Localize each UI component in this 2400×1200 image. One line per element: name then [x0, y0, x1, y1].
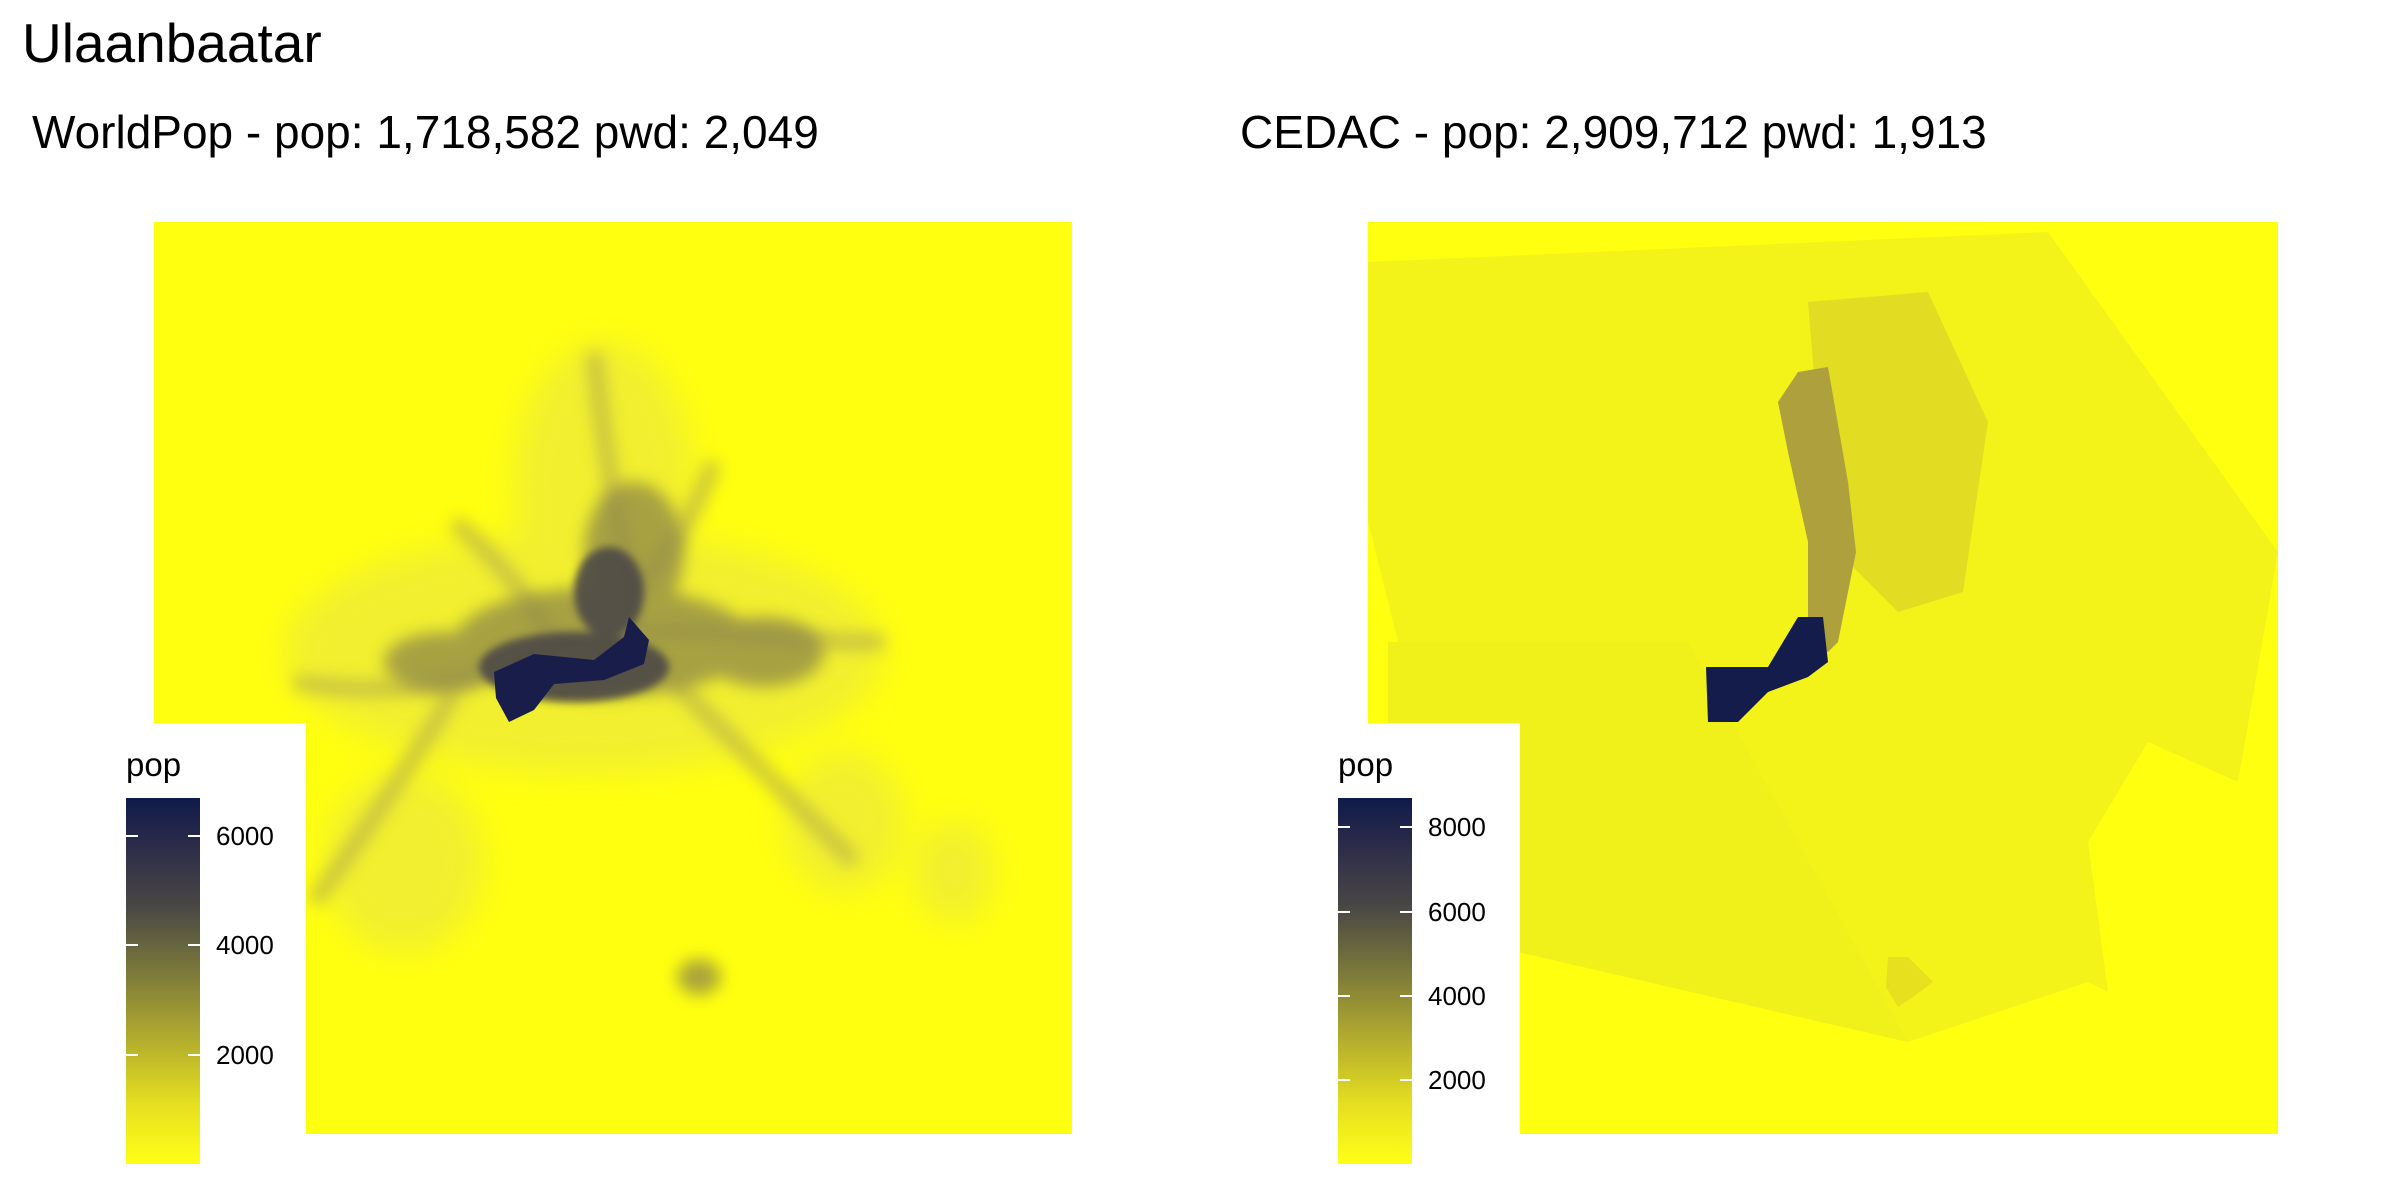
cedac-panel-title: CEDAC - pop: 2,909,712 pwd: 1,913	[1240, 106, 1987, 158]
legend-tick-mark	[126, 1053, 138, 1056]
legend-tick-mark	[126, 944, 138, 947]
legend-tick-mark	[188, 835, 200, 838]
legend-tick-label: 6000	[216, 821, 274, 852]
legend-tick-mark	[1400, 826, 1412, 829]
legend-tick-mark	[1400, 994, 1412, 997]
cedac-legend: pop 8000 6000 4000 2000	[1338, 723, 1520, 1200]
legend-tick-label: 8000	[1428, 812, 1486, 843]
worldpop-colorbar	[126, 798, 200, 1164]
cedac-colorbar	[1338, 798, 1412, 1164]
legend-tick-label: 4000	[216, 930, 274, 961]
legend-tick-mark	[1338, 994, 1350, 997]
legend-tick-mark	[1338, 1078, 1350, 1081]
legend-tick-mark	[1400, 1078, 1412, 1081]
legend-tick-label: 2000	[216, 1039, 274, 1070]
legend-tick-label: 4000	[1428, 980, 1486, 1011]
legend-tick-label: 2000	[1428, 1064, 1486, 1095]
figure-title: Ulaanbaatar	[22, 12, 322, 74]
legend-tick-mark	[188, 944, 200, 947]
worldpop-legend: pop 6000 4000 2000	[126, 723, 306, 1200]
worldpop-legend-title: pop	[126, 746, 182, 783]
legend-tick-mark	[1338, 910, 1350, 913]
worldpop-density-map	[154, 222, 1072, 1134]
legend-tick-mark	[1338, 826, 1350, 829]
worldpop-panel-title: WorldPop - pop: 1,718,582 pwd: 2,049	[32, 106, 819, 158]
legend-tick-mark	[188, 1053, 200, 1056]
cedac-legend-title: pop	[1338, 746, 1394, 783]
legend-tick-mark	[126, 835, 138, 838]
legend-tick-mark	[1400, 910, 1412, 913]
worldpop-raster	[154, 222, 1072, 1134]
legend-tick-label: 6000	[1428, 896, 1486, 927]
